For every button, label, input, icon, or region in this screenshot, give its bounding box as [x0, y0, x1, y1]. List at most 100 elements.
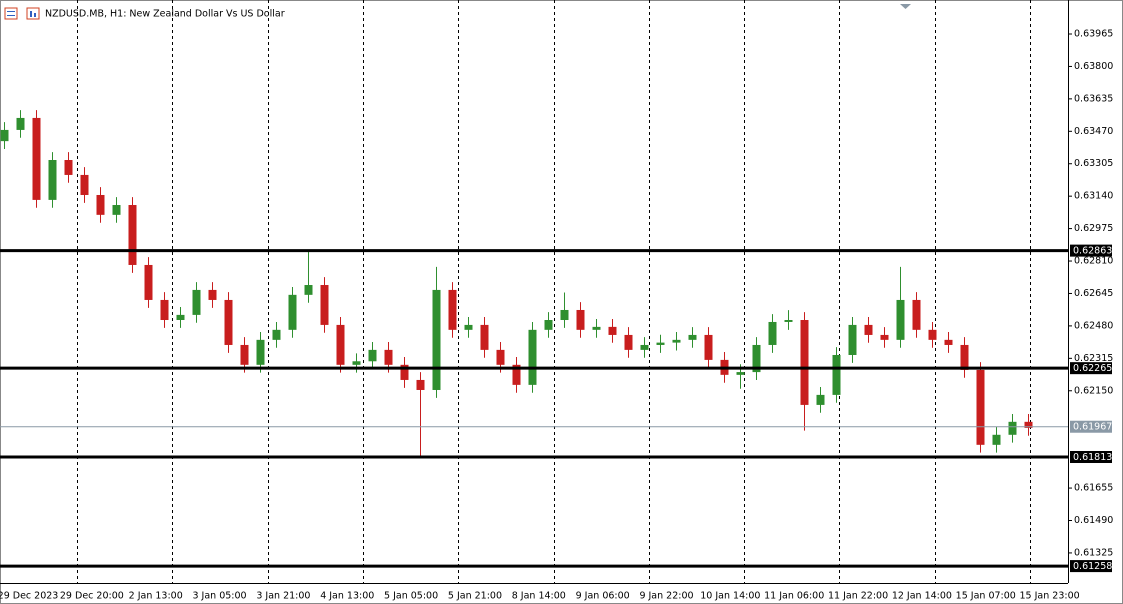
candle-body — [496, 349, 505, 365]
candle-body — [736, 372, 745, 375]
candle-body — [976, 369, 985, 445]
price-level-label: 0.61967 — [1073, 422, 1112, 433]
candle-body — [816, 394, 825, 405]
y-tick-label: 0.61490 — [1074, 515, 1113, 526]
candle-body — [576, 309, 585, 330]
candle-body — [992, 434, 1001, 445]
candle-body — [432, 289, 441, 390]
candle-body — [304, 285, 313, 295]
y-tick-label: 0.62480 — [1074, 320, 1113, 331]
y-tick-label: 0.61325 — [1074, 547, 1113, 558]
x-tick-label: 5 Jan 21:00 — [448, 591, 502, 602]
candle-body — [400, 364, 409, 380]
candle-body — [544, 320, 553, 330]
candle-body — [416, 379, 425, 390]
candle-body — [96, 194, 105, 215]
candle-body — [848, 324, 857, 355]
price-level-box — [1070, 560, 1112, 573]
price-level-label: 0.61813 — [1073, 452, 1112, 463]
candle-body — [608, 326, 617, 335]
x-tick-label: 29 Dec 20:00 — [60, 591, 124, 602]
x-tick-label: 9 Jan 22:00 — [639, 591, 693, 602]
price-level-label: 0.62863 — [1073, 246, 1112, 257]
candle-body — [240, 344, 249, 365]
y-tick-label: 0.63140 — [1074, 191, 1113, 202]
candle-body — [784, 320, 793, 322]
y-tick-label: 0.63800 — [1074, 61, 1113, 72]
x-tick-label: 4 Jan 13:00 — [320, 591, 374, 602]
x-tick-label: 8 Jan 14:00 — [512, 591, 566, 602]
candle-body — [560, 309, 569, 321]
candle-body — [624, 334, 633, 350]
candle-body — [208, 289, 217, 300]
y-tick-label: 0.63305 — [1074, 158, 1113, 169]
y-tick-label: 0.62810 — [1074, 256, 1113, 267]
icon-chart — [26, 7, 40, 20]
candle-body — [944, 339, 953, 345]
candle-body — [144, 264, 153, 300]
candle-body — [256, 339, 265, 365]
y-tick-label: 0.62315 — [1074, 353, 1113, 364]
candle-body — [272, 329, 281, 340]
y-tick-label: 0.63470 — [1074, 126, 1113, 137]
x-tick-label: 11 Jan 22:00 — [828, 591, 888, 602]
candle-body — [688, 334, 697, 340]
candle-body — [352, 361, 361, 365]
y-tick-label: 0.62150 — [1074, 385, 1113, 396]
x-tick-label: 9 Jan 06:00 — [576, 591, 630, 602]
x-tick-label: 29 Dec 2023 — [0, 591, 58, 602]
x-tick-label: 2 Jan 13:00 — [129, 591, 183, 602]
price-level-box — [1070, 420, 1112, 433]
candle-body — [320, 285, 329, 325]
candle-body — [512, 364, 521, 385]
candle-body — [1008, 421, 1017, 435]
icon-bar — [30, 11, 32, 17]
candle-body — [288, 294, 297, 330]
price-level-label: 0.62265 — [1073, 363, 1112, 374]
candle-body — [480, 324, 489, 350]
y-tick-label: 0.62645 — [1074, 288, 1113, 299]
candle-body — [752, 344, 761, 373]
candle-body — [912, 299, 921, 330]
x-tick-label: 5 Jan 05:00 — [384, 591, 438, 602]
candle-body — [1024, 421, 1033, 428]
candle-body — [928, 329, 937, 340]
candle-body — [0, 129, 9, 142]
symbol-icons — [4, 7, 40, 20]
candle-body — [48, 160, 57, 200]
candle-body — [880, 334, 889, 340]
y-tick-label: 0.63965 — [1074, 29, 1113, 40]
candle-body — [640, 344, 649, 350]
candle-body — [864, 324, 873, 335]
x-tick-label: 15 Jan 07:00 — [956, 591, 1016, 602]
candle-body — [704, 334, 713, 360]
candle-body — [800, 320, 809, 405]
candle-body — [224, 299, 233, 345]
candle-body — [528, 329, 537, 385]
chart-title: NZDUSD.MB, H1: New Zealand Dollar Vs US … — [45, 9, 285, 20]
candle-body — [112, 205, 121, 215]
candle-body — [128, 205, 137, 265]
candle-body — [336, 324, 345, 365]
x-tick-label: 3 Jan 21:00 — [256, 591, 310, 602]
y-tick-label: 0.61655 — [1074, 483, 1113, 494]
x-tick-label: 12 Jan 14:00 — [892, 591, 952, 602]
candle-body — [656, 342, 665, 345]
price-level-box — [1070, 451, 1112, 464]
candle-body — [64, 160, 73, 175]
candle-body — [80, 174, 89, 195]
candle-body — [160, 299, 169, 321]
x-tick-label: 11 Jan 06:00 — [764, 591, 824, 602]
y-tick-label: 0.62975 — [1074, 223, 1113, 234]
candle-body — [384, 349, 393, 365]
candle-body — [16, 117, 25, 130]
candle-body — [768, 321, 777, 345]
icon-list — [4, 7, 18, 20]
price-level-box — [1070, 244, 1112, 257]
candle-body — [464, 324, 473, 330]
price-level-box — [1070, 362, 1112, 375]
x-tick-label: 10 Jan 14:00 — [700, 591, 760, 602]
